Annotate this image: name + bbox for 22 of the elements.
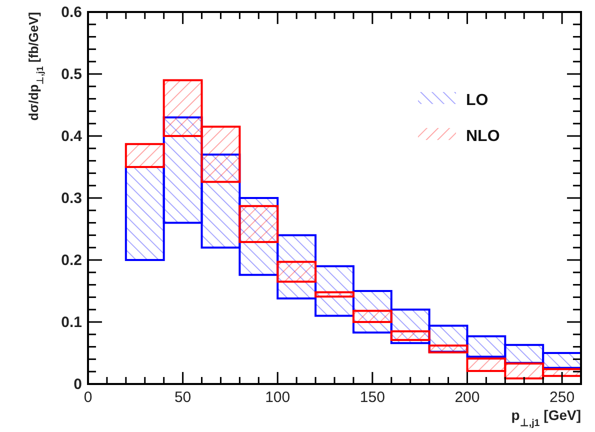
bar: [352, 310, 392, 323]
x-axis-title: p$_{⊥,j1}$ [GeV]: [511, 407, 581, 428]
y-tick-label: 0.2: [61, 252, 82, 269]
bar: [428, 344, 468, 354]
x-tick-label: 150: [360, 389, 385, 406]
y-tick-label: 0.3: [61, 190, 82, 207]
bar: [276, 260, 317, 283]
y-tick-label: 0.6: [61, 4, 82, 21]
y-tick-label: 0: [74, 376, 82, 393]
y-tick-label: 0.4: [61, 128, 83, 145]
x-tick-label: 100: [265, 389, 290, 406]
bar: [314, 291, 354, 298]
x-tick-label: 250: [550, 389, 575, 406]
x-tick-label: 200: [454, 389, 480, 406]
y-tick-label: 0.1: [61, 314, 82, 331]
legend-label: NLO: [466, 128, 500, 145]
y-tick-label: 0.5: [61, 66, 82, 83]
bar: [390, 330, 430, 341]
bar: [124, 143, 165, 168]
bar: [238, 205, 279, 244]
legend-label: LO: [466, 92, 488, 109]
x-tick-label: 50: [174, 389, 192, 406]
